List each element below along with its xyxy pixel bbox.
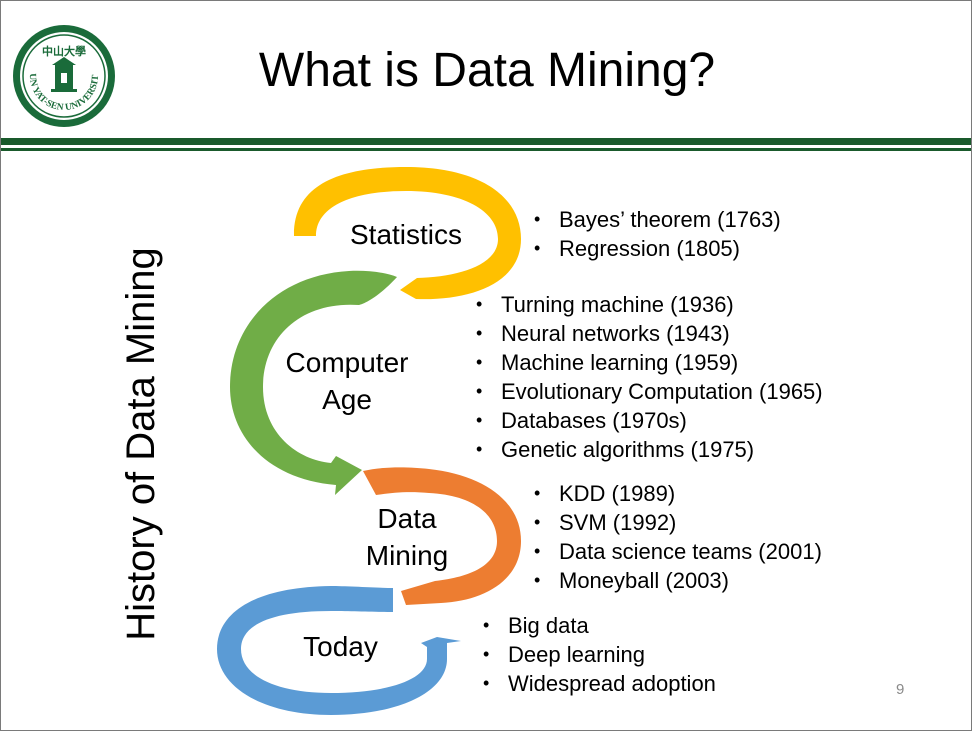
data-mining-arc — [363, 467, 521, 605]
title-divider-thick — [1, 138, 971, 145]
list-item: • Moneyball (2003) — [534, 568, 729, 593]
computer-age-arc — [230, 270, 397, 495]
stage-label-computer-age-line2: Age — [322, 384, 372, 415]
list-item: • Neural networks (1943) — [476, 321, 730, 346]
stage-label-data-mining-line2: Mining — [365, 540, 449, 571]
logo-chinese-text: 中山大學 — [42, 44, 86, 58]
list-item: • Machine learning (1959) — [476, 350, 739, 375]
slide-title: What is Data Mining? — [258, 44, 716, 97]
stage-label-today: Today — [303, 631, 378, 662]
list-item: • Regression (1805) — [534, 236, 740, 261]
statistics-arc — [293, 167, 521, 300]
list-item: • SVM (1992) — [534, 510, 677, 535]
stage-label-data-mining-line1: Data — [377, 503, 437, 534]
title-divider-thin — [1, 148, 971, 151]
list-item: • Turning machine (1936) — [476, 292, 734, 317]
stage-label-statistics: Statistics — [349, 219, 463, 250]
data-mining-bullet-list: • KDD (1989) • SVM (1992) • Data science te… — [531, 479, 822, 595]
list-item: • KDD (1989) — [534, 481, 676, 506]
list-item: • Widespread adoption — [483, 671, 716, 696]
statistics-bullet-list: • Bayes’ theorem (1763) • Regression (1805… — [531, 205, 781, 263]
stage-label-computer-age-line1: Computer — [285, 347, 409, 378]
university-logo: SUN YAT-SEN UNIVERSITY 中山大學 — [11, 23, 115, 127]
page-number: 9 — [896, 681, 905, 698]
list-item: • Deep learning — [483, 642, 645, 667]
computer-age-bullet-list: • Turning machine (1936) • Neural networks… — [473, 290, 823, 464]
list-item: • Bayes’ theorem (1763) — [534, 207, 781, 232]
list-item: • Genetic algorithms (1975) — [476, 437, 755, 462]
today-bullet-list: • Big data • Deep learning • Widespread ado… — [480, 611, 716, 698]
stage-label-computer-age: Computer Age — [267, 344, 427, 418]
list-item: • Big data — [483, 613, 589, 638]
stage-label-data-mining: Data Mining — [337, 500, 477, 574]
list-item: • Evolutionary Computation (1965) — [476, 379, 823, 404]
list-item: • Databases (1970s) — [476, 408, 687, 433]
list-item: • Data science teams (2001) — [534, 539, 822, 564]
